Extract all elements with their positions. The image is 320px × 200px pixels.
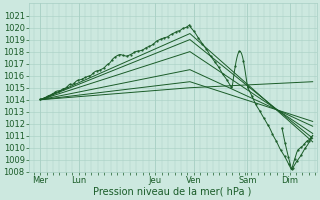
X-axis label: Pression niveau de la mer( hPa ): Pression niveau de la mer( hPa ) — [93, 187, 252, 197]
